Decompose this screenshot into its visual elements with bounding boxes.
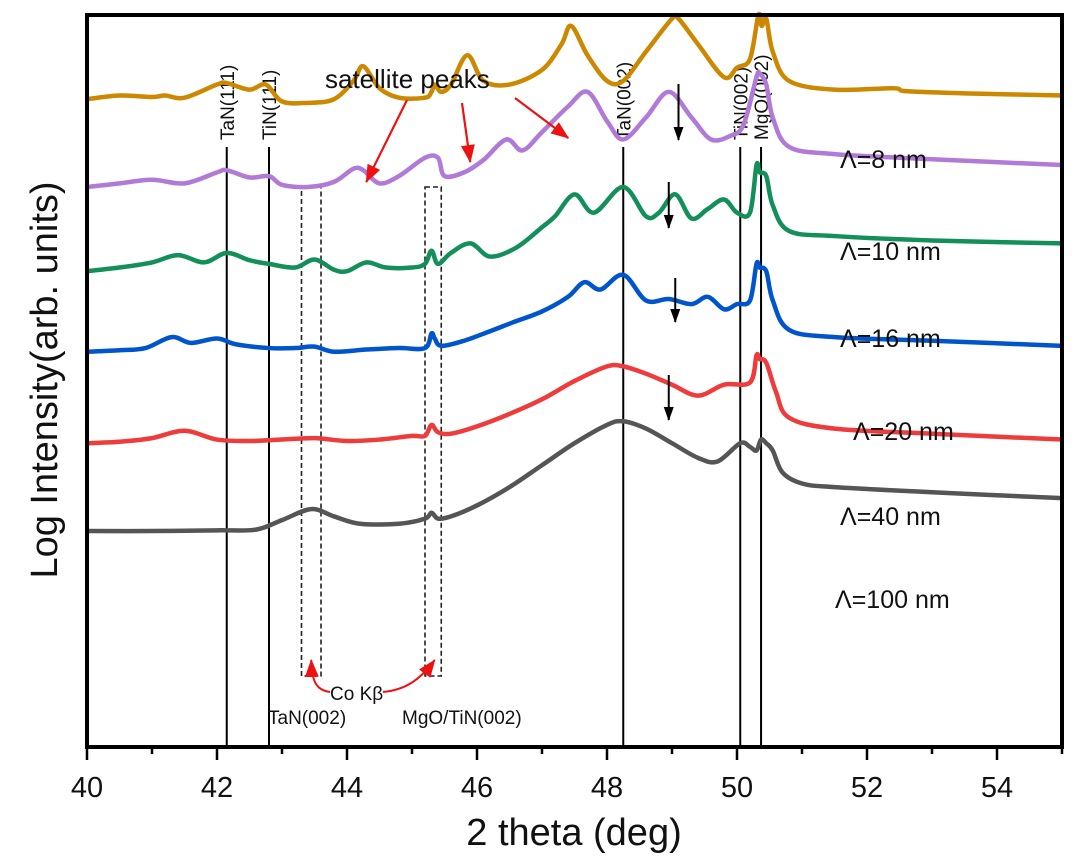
series-label: Λ=40 nm <box>840 503 941 531</box>
x-axis: 40 42 44 46 48 50 52 54 <box>71 747 1064 804</box>
plot-frame <box>85 13 1064 749</box>
cokb-label: Co Kβ <box>330 684 383 705</box>
series-line <box>86 11 1063 106</box>
reference-line-label: TaN(111) <box>218 65 239 140</box>
series-line <box>86 160 1063 275</box>
tan002-cokb-label: TaN(002) <box>268 708 346 729</box>
x-axis-title: 2 theta (deg) <box>466 812 681 854</box>
x-tick-label: 42 <box>201 772 233 804</box>
series-label: Λ=100 nm <box>835 586 950 614</box>
cokb-arrow <box>382 659 436 693</box>
annotations: satellite peaks Co Kβ TaN(002) MgO/TiN(0… <box>268 64 522 729</box>
satellite-arrow <box>514 97 570 139</box>
series-label: Λ=20 nm <box>853 418 954 446</box>
satellite-arrow <box>365 99 408 183</box>
series-labels: Λ=8 nm Λ=10 nm Λ=16 nm Λ=20 nm Λ=40 nm Λ=100 … <box>835 146 954 614</box>
series-label: Λ=16 nm <box>840 325 941 353</box>
cokb-arrow <box>304 659 331 693</box>
series-line <box>86 351 1063 446</box>
mgotin002-cokb-label: MgO/TiN(002) <box>402 708 522 729</box>
annotation-arrows <box>304 84 684 693</box>
x-tick-label: 44 <box>331 772 363 804</box>
reference-line-label: TiN(111) <box>260 70 281 140</box>
x-tick-label: 54 <box>981 772 1013 804</box>
y-axis-title: Log Intensity(arb. units) <box>24 181 66 578</box>
series-lines <box>86 11 1063 534</box>
series-label: Λ=8 nm <box>840 146 927 174</box>
series-line <box>86 259 1063 355</box>
satellite-arrow <box>460 102 475 163</box>
x-tick-label: 52 <box>851 772 883 804</box>
x-tick-label: 48 <box>591 772 623 804</box>
x-tick-label: 50 <box>721 772 753 804</box>
series-line <box>86 69 1063 190</box>
series-line <box>86 418 1063 534</box>
x-tick-label: 40 <box>71 772 103 804</box>
reference-lines: TaN(111) TiN(111) TaN(002) TiN(002) MgO(002) <box>218 54 773 747</box>
satellite-peaks-label: satellite peaks <box>325 64 490 94</box>
x-tick-label: 46 <box>461 772 493 804</box>
series-label: Λ=10 nm <box>840 238 941 266</box>
